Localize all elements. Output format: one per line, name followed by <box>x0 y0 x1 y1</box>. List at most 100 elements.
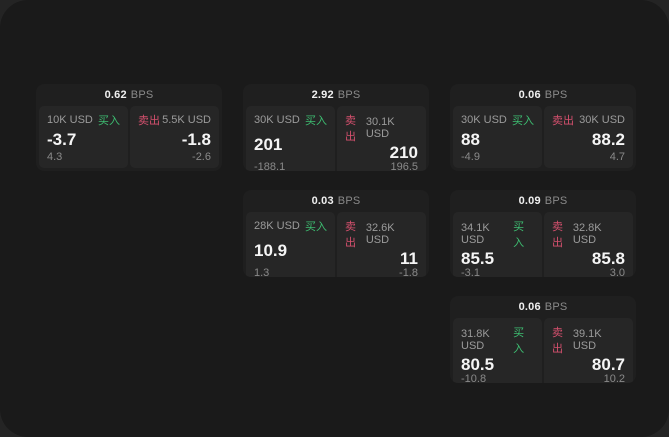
sell-panel-top: 卖出 39.1K USD <box>552 324 625 356</box>
sell-side-label: 卖出 <box>552 115 574 127</box>
quote-body: 30K USD 买入 88 -4.9 卖出 30K USD 88.2 4.7 <box>450 106 636 171</box>
quote-grid: 0.62 BPS 10K USD 买入 -3.7 4.3 卖出 5.5K USD <box>36 84 636 383</box>
spread-unit: BPS <box>544 301 568 313</box>
buy-side-label: 买入 <box>98 115 120 127</box>
spread-value: 0.62 <box>104 89 127 101</box>
quote-card: 2.92 BPS 30K USD 买入 201 -188.1 卖出 30.1K … <box>243 84 429 171</box>
buy-panel-top: 30K USD 买入 <box>461 112 534 128</box>
quote-body: 31.8K USD 买入 80.5 -10.8 卖出 39.1K USD 80.… <box>450 318 636 383</box>
buy-quote-button[interactable]: 34.1K USD 买入 85.5 -3.1 <box>453 212 542 277</box>
buy-amount: 30K USD <box>254 114 300 126</box>
sell-side-label: 卖出 <box>552 327 563 355</box>
sell-price: 88.2 <box>591 130 625 149</box>
spread-value: 0.06 <box>518 301 541 313</box>
spread-value: 2.92 <box>311 89 334 101</box>
buy-price: 10.9 <box>254 241 288 260</box>
spread-unit: BPS <box>337 195 361 207</box>
quote-card: 0.03 BPS 28K USD 买入 10.9 1.3 卖出 32.6K US… <box>243 190 429 277</box>
sell-amount: 30.1K USD <box>365 116 395 140</box>
spread-unit: BPS <box>544 195 568 207</box>
buy-panel-top: 30K USD 买入 <box>254 112 327 128</box>
sell-price: 210 <box>389 143 418 162</box>
buy-amount: 10K USD <box>47 114 93 126</box>
sell-delta: 10.2 <box>603 373 625 383</box>
buy-side-label: 买入 <box>513 221 525 249</box>
spread-header: 0.06 BPS <box>450 296 636 318</box>
sell-delta: 196.5 <box>390 161 418 171</box>
buy-panel-top: 34.1K USD 买入 <box>461 218 534 250</box>
sell-quote-button[interactable]: 卖出 5.5K USD -1.8 -2.6 <box>130 106 219 168</box>
buy-delta: -4.9 <box>461 151 480 163</box>
spread-header: 2.92 BPS <box>243 84 429 106</box>
buy-delta: -188.1 <box>254 161 286 171</box>
sell-delta: -1.8 <box>399 267 418 277</box>
buy-delta: -3.1 <box>461 267 480 277</box>
buy-quote-button[interactable]: 30K USD 买入 88 -4.9 <box>453 106 542 168</box>
buy-quote-button[interactable]: 28K USD 买入 10.9 1.3 <box>246 212 335 277</box>
sell-quote-button[interactable]: 卖出 32.8K USD 85.8 3.0 <box>544 212 633 277</box>
sell-price: 80.7 <box>591 355 625 374</box>
buy-side-label: 买入 <box>513 327 525 355</box>
sell-price: 85.8 <box>591 249 625 268</box>
buy-panel-top: 31.8K USD 买入 <box>461 324 534 356</box>
buy-price: 80.5 <box>461 355 495 374</box>
buy-side-label: 买入 <box>305 115 327 127</box>
sell-amount: 32.6K USD <box>365 222 395 246</box>
sell-price: -1.8 <box>181 130 211 149</box>
buy-quote-button[interactable]: 10K USD 买入 -3.7 4.3 <box>39 106 128 168</box>
buy-quote-button[interactable]: 30K USD 买入 201 -188.1 <box>246 106 335 171</box>
buy-amount: 34.1K USD <box>461 222 490 246</box>
buy-quote-button[interactable]: 31.8K USD 买入 80.5 -10.8 <box>453 318 542 383</box>
buy-panel-top: 10K USD 买入 <box>47 112 120 128</box>
buy-side-label: 买入 <box>305 221 327 233</box>
quote-card: 0.09 BPS 34.1K USD 买入 85.5 -3.1 卖出 32.8K… <box>450 190 636 277</box>
buy-side-label: 买入 <box>512 115 534 127</box>
sell-quote-button[interactable]: 卖出 32.6K USD 11 -1.8 <box>337 212 426 277</box>
buy-panel-top: 28K USD 买入 <box>254 218 327 234</box>
sell-quote-button[interactable]: 卖出 30K USD 88.2 4.7 <box>544 106 633 168</box>
spread-unit: BPS <box>544 89 568 101</box>
sell-panel-top: 卖出 32.8K USD <box>552 218 625 250</box>
quote-body: 34.1K USD 买入 85.5 -3.1 卖出 32.8K USD 85.8… <box>450 212 636 277</box>
sell-delta: 4.7 <box>609 151 625 163</box>
spread-header: 0.09 BPS <box>450 190 636 212</box>
buy-amount: 31.8K USD <box>461 328 490 352</box>
buy-price: 85.5 <box>461 249 495 268</box>
spread-header: 0.03 BPS <box>243 190 429 212</box>
buy-amount: 28K USD <box>254 220 300 232</box>
sell-quote-button[interactable]: 卖出 39.1K USD 80.7 10.2 <box>544 318 633 383</box>
spread-value: 0.09 <box>518 195 541 207</box>
sell-panel-top: 卖出 32.6K USD <box>345 218 418 250</box>
sell-side-label: 卖出 <box>345 115 356 143</box>
sell-price: 11 <box>400 249 418 268</box>
buy-delta: 1.3 <box>254 267 270 277</box>
buy-price: 201 <box>254 135 283 154</box>
sell-quote-button[interactable]: 卖出 30.1K USD 210 196.5 <box>337 106 426 171</box>
sell-amount: 39.1K USD <box>572 328 602 352</box>
sell-amount: 5.5K USD <box>162 114 211 126</box>
spread-unit: BPS <box>130 89 154 101</box>
sell-amount: 32.8K USD <box>572 222 602 246</box>
buy-price: -3.7 <box>47 130 77 149</box>
sell-side-label: 卖出 <box>345 221 356 249</box>
sell-panel-top: 卖出 30.1K USD <box>345 112 418 144</box>
sell-delta: 3.0 <box>609 267 625 277</box>
spread-unit: BPS <box>337 89 361 101</box>
buy-delta: -10.8 <box>461 373 487 383</box>
quote-body: 10K USD 买入 -3.7 4.3 卖出 5.5K USD -1.8 -2.… <box>36 106 222 171</box>
sell-panel-top: 卖出 5.5K USD <box>138 112 211 128</box>
quote-body: 30K USD 买入 201 -188.1 卖出 30.1K USD 210 1… <box>243 106 429 171</box>
spread-value: 0.03 <box>311 195 334 207</box>
sell-panel-top: 卖出 30K USD <box>552 112 625 128</box>
quote-body: 28K USD 买入 10.9 1.3 卖出 32.6K USD 11 -1.8 <box>243 212 429 277</box>
sell-amount: 30K USD <box>579 114 625 126</box>
quote-card: 0.06 BPS 30K USD 买入 88 -4.9 卖出 30K USD <box>450 84 636 171</box>
buy-delta: 4.3 <box>47 151 63 163</box>
quote-card: 0.06 BPS 31.8K USD 买入 80.5 -10.8 卖出 39.1… <box>450 296 636 383</box>
sell-side-label: 卖出 <box>138 115 160 127</box>
sell-delta: -2.6 <box>192 151 211 163</box>
sell-side-label: 卖出 <box>552 221 563 249</box>
buy-amount: 30K USD <box>461 114 507 126</box>
spread-value: 0.06 <box>518 89 541 101</box>
